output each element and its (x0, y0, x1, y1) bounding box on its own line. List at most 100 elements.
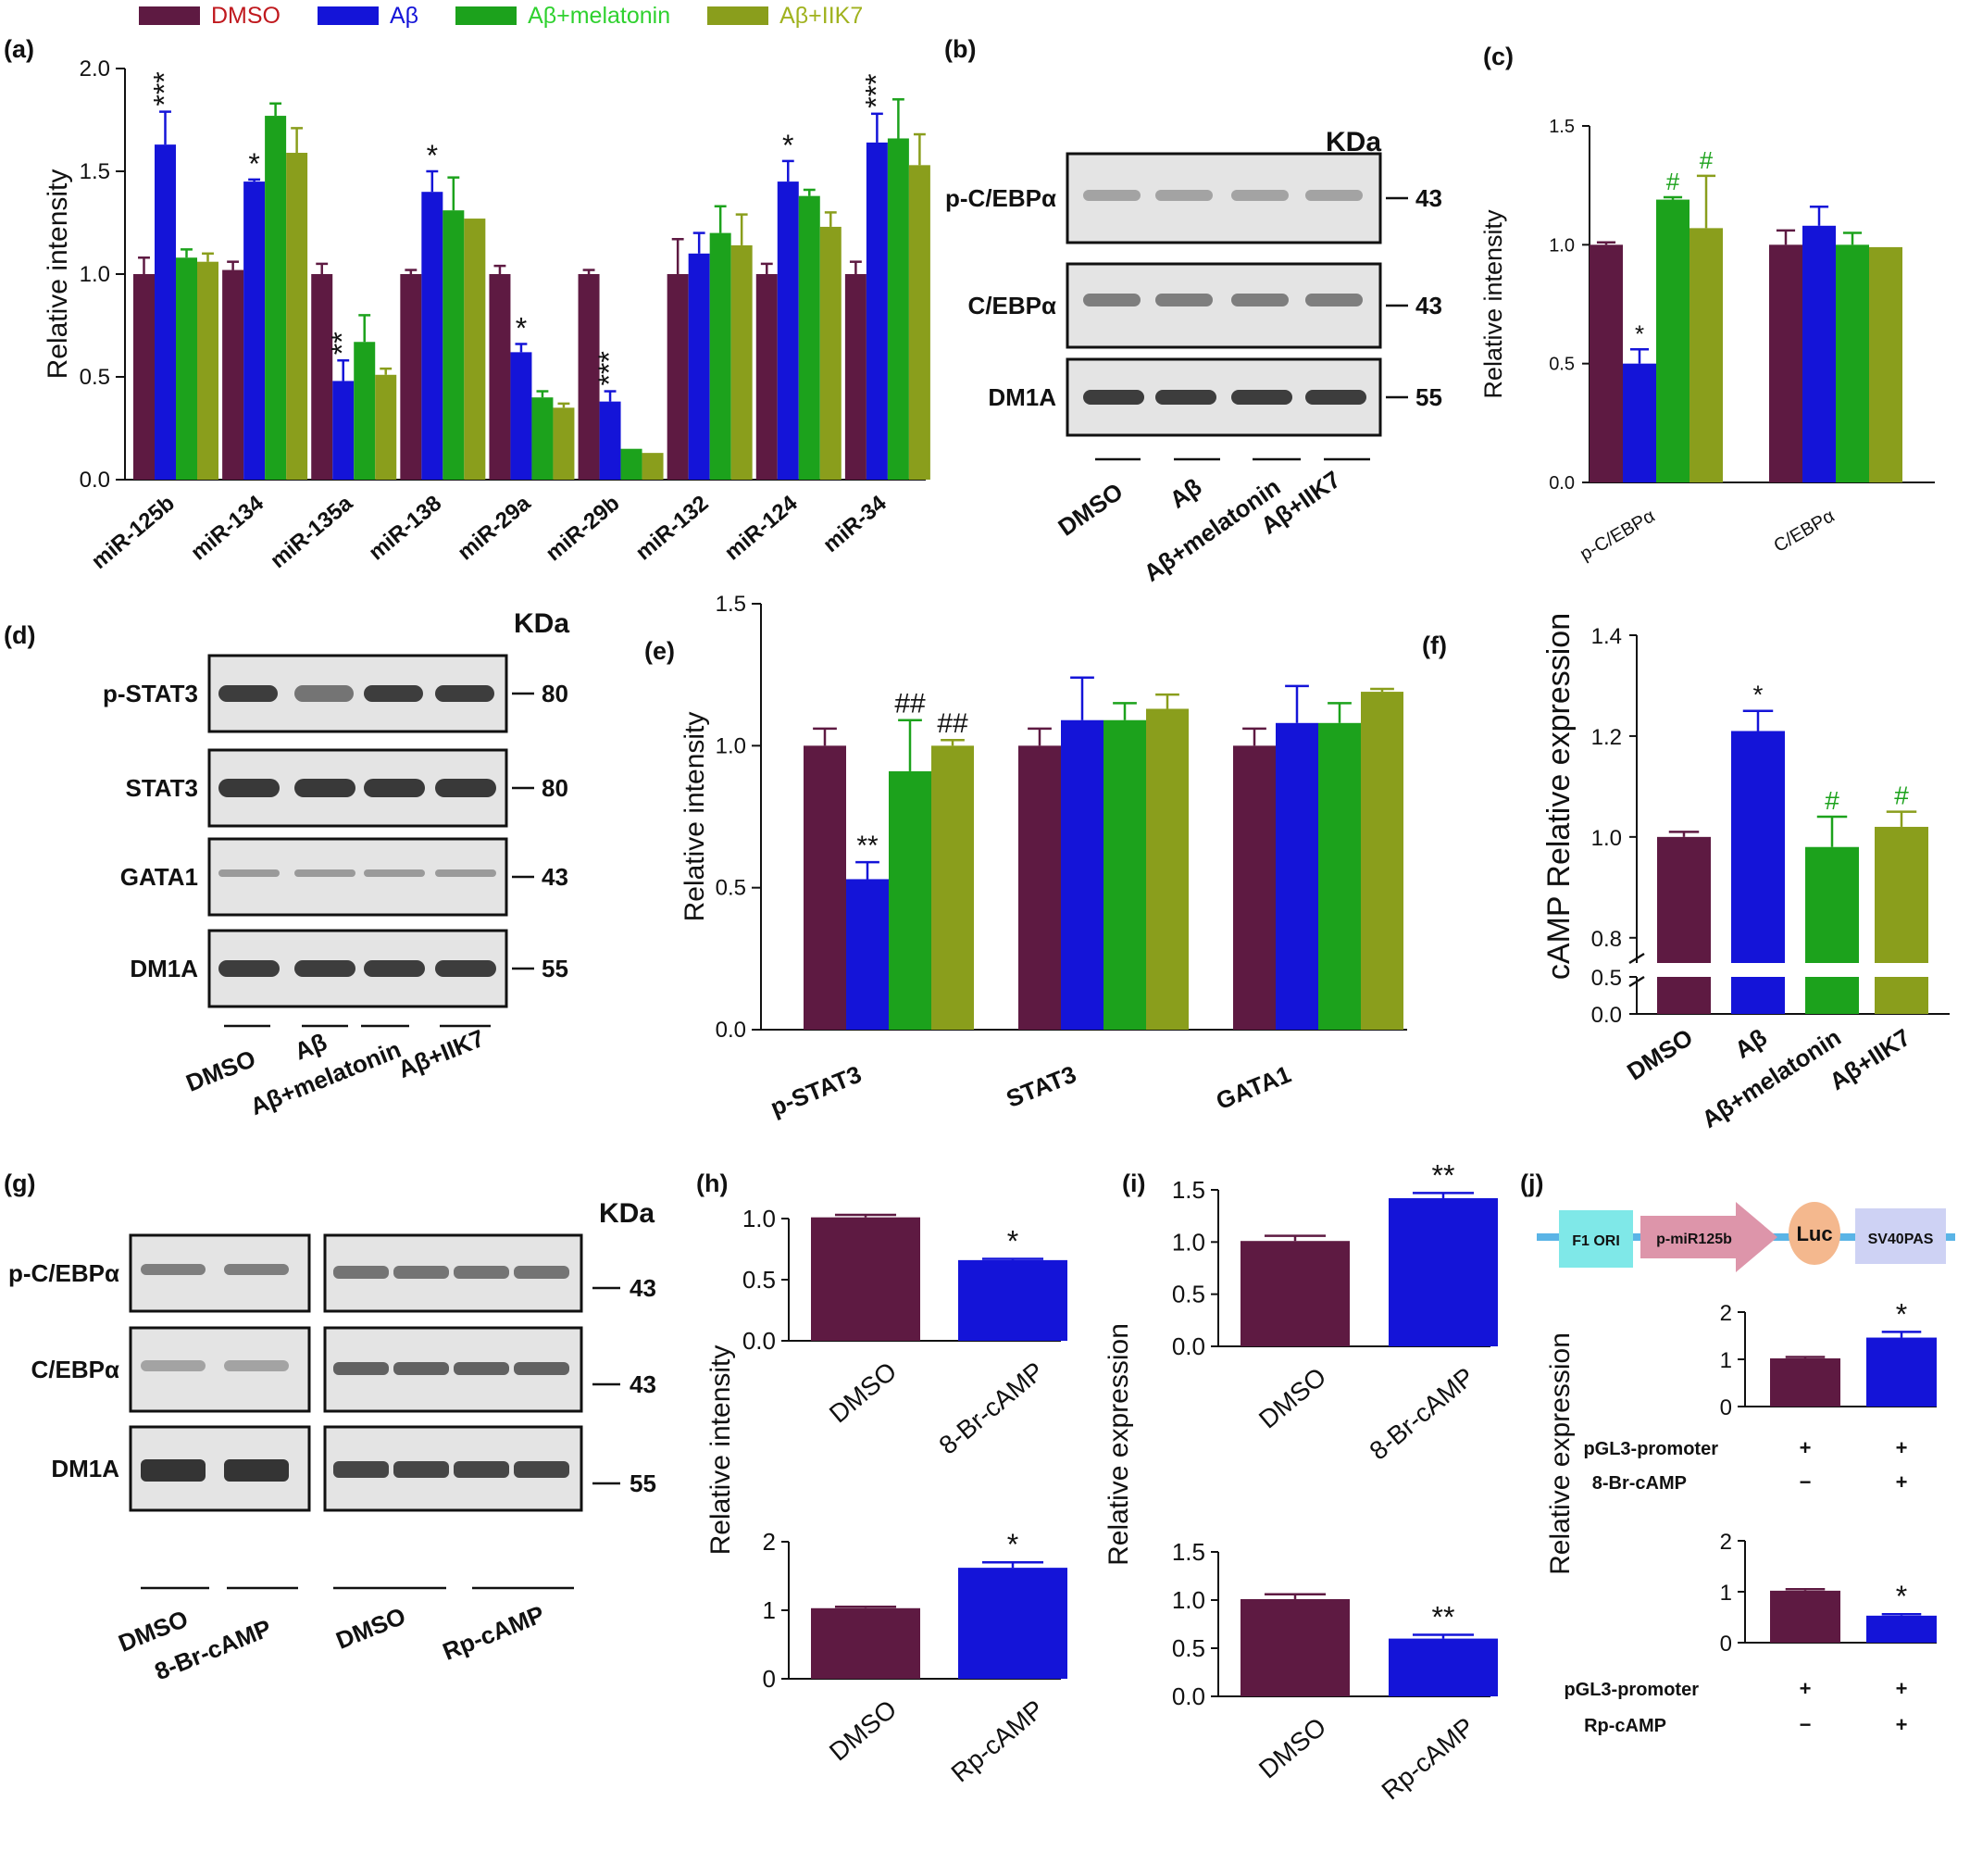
construct-label: p-miR125b (1656, 1232, 1732, 1247)
blot-row-label: p-STAT3 (103, 680, 198, 707)
significance-mark: *** (859, 73, 892, 107)
construct-sv40pas (1855, 1208, 1946, 1264)
blot-band (1305, 390, 1366, 405)
legend-item-abeta: Aβ (318, 3, 418, 30)
bar-Aβ+IIK7-lower (1875, 977, 1928, 1014)
bar-0 (1770, 1357, 1840, 1407)
blot-band (364, 779, 425, 797)
bar-DMSO (578, 274, 600, 480)
x-tick-label: p-STAT3 (767, 1060, 866, 1121)
blot-row-label: DM1A (51, 1455, 119, 1482)
construct-f1ori (1559, 1210, 1633, 1268)
significance-mark: * (782, 129, 793, 162)
blot-band (224, 1360, 289, 1371)
x-tick-label: miR-138 (364, 491, 446, 566)
blot-band (141, 1264, 206, 1275)
significance-mark: * (1896, 1580, 1907, 1613)
x-tick-label: DMSO (1253, 1362, 1331, 1434)
legend: DMSO Aβ Aβ+melatonin Aβ+IIK7 (139, 2, 863, 30)
condition-sign: + (1896, 1677, 1908, 1700)
panel-label: (b) (944, 35, 976, 63)
marker-kda: 55 (630, 1470, 656, 1497)
blot-band (294, 960, 355, 977)
condition-label: pGL3-promoter (1564, 1680, 1699, 1700)
condition-sign: − (1800, 1713, 1812, 1736)
group-label: DMSO (182, 1044, 260, 1097)
panel-label: (a) (4, 35, 34, 63)
bar-DMSO (755, 274, 778, 480)
blot-row-label: DM1A (988, 383, 1056, 411)
kda-header: KDa (599, 1198, 655, 1229)
significance-mark: * (1635, 319, 1644, 347)
y-tick-label: 0.0 (742, 1327, 776, 1355)
bar-Aβ+IIK7 (730, 244, 753, 480)
legend-label-abeta: Aβ (390, 2, 419, 29)
y-tick-label: 0.0 (1172, 1332, 1205, 1360)
significance-mark: * (1007, 1528, 1018, 1561)
x-tick-label: Aβ+IIK7 (1825, 1023, 1915, 1095)
condition-sign: − (1800, 1470, 1812, 1494)
blot-band (393, 1266, 449, 1279)
significance-mark: *** (148, 71, 181, 106)
blot-box (207, 837, 508, 917)
bar-Aβ+IIK7 (464, 219, 486, 480)
group-label: DMSO (332, 1602, 410, 1655)
x-tick-label: miR-29b (542, 491, 625, 567)
condition-sign: + (1800, 1677, 1812, 1700)
y-tick-label: 2.0 (80, 56, 110, 81)
x-tick-label: miR-34 (818, 490, 891, 557)
bar-Aβ+IIK7 (642, 453, 664, 480)
blot-band (364, 869, 425, 877)
blot-band (1155, 390, 1216, 405)
bar-Aβ+melatonin (1805, 846, 1859, 963)
blot-band (294, 779, 355, 797)
blot-band (141, 1459, 206, 1482)
legend-item-dmso: DMSO (139, 3, 281, 30)
y-tick-label: 2 (763, 1528, 776, 1556)
y-tick-label: 1.0 (1549, 235, 1575, 256)
y-tick-label: 0.0 (1591, 1003, 1622, 1028)
bar-Aβ+IIK7 (197, 261, 218, 480)
blot-row-label: GATA1 (120, 863, 198, 891)
significance-mark: # (1894, 782, 1909, 810)
bar-Aβ (421, 192, 443, 480)
bar-Aβ+melatonin (1656, 199, 1689, 483)
bar-Aβ+melatonin (443, 210, 465, 480)
blot-band (294, 685, 354, 702)
bar-Aβ+melatonin (620, 448, 642, 480)
blot-row-label: p-C/EBPα (945, 184, 1056, 212)
y-tick-label: 1.5 (1549, 117, 1575, 137)
x-tick-label: DMSO (824, 1695, 902, 1767)
blot-band (454, 1461, 509, 1478)
bar-Aβ+melatonin (889, 770, 931, 1030)
bar-DMSO-lower (1657, 977, 1711, 1014)
blot-row-label: C/EBPα (968, 292, 1056, 319)
x-tick-label: 8-Br-cAMP (933, 1357, 1049, 1460)
bar-Aβ+melatonin (798, 195, 820, 480)
legend-swatch-abeta-iik7 (707, 6, 769, 25)
marker-kda: 43 (1415, 292, 1442, 319)
bar-Aβ+IIK7 (375, 374, 397, 480)
panel-label: (g) (4, 1169, 35, 1197)
y-tick-label: 0 (763, 1665, 776, 1693)
panel-label: (i) (1122, 1169, 1145, 1197)
bar-Aβ (332, 381, 355, 480)
significance-mark: * (516, 311, 527, 344)
x-tick-label: Rp-cAMP (946, 1695, 1050, 1788)
x-tick-label: miR-124 (720, 490, 803, 565)
x-tick-label: Aβ (1729, 1023, 1771, 1064)
bar-0 (1241, 1598, 1350, 1696)
construct-label: F1 ORI (1572, 1233, 1620, 1249)
legend-label-abeta-melatonin: Aβ+melatonin (528, 2, 671, 29)
y-tick-label: 1 (1720, 1581, 1732, 1606)
y-tick-label: 0.8 (1591, 927, 1622, 952)
kda-header: KDa (1326, 127, 1381, 157)
group-label: Rp-cAMP (439, 1600, 548, 1666)
x-tick-label: GATA1 (1212, 1060, 1294, 1115)
blot-band (514, 1362, 569, 1375)
panel-label: (j) (1520, 1169, 1543, 1197)
y-tick-label: 1 (763, 1596, 776, 1624)
y-tick-label: 0.0 (1549, 473, 1575, 494)
blot-band (218, 960, 280, 977)
condition-label: 8-Br-cAMP (1592, 1473, 1687, 1494)
